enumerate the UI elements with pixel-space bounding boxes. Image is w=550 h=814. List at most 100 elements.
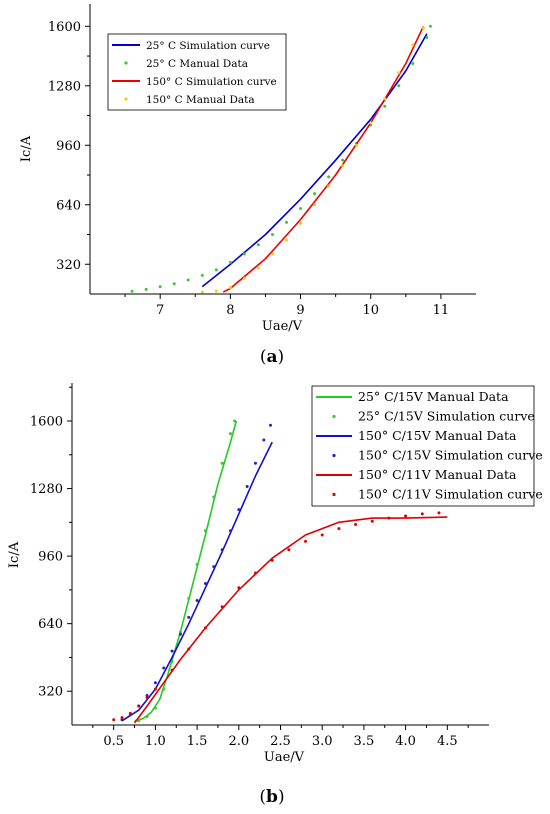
data-point [212, 495, 216, 499]
legend-box [107, 33, 287, 111]
data-point [195, 563, 199, 567]
data-point [253, 461, 257, 465]
data-point [203, 582, 207, 586]
data-point [200, 290, 204, 294]
data-point [270, 558, 274, 562]
legend-label: 25° C/15V Simulation curve [358, 409, 535, 424]
series-line [134, 420, 238, 722]
series-1 [134, 420, 238, 722]
legend-label: 150° C/15V Manual Data [358, 428, 517, 443]
series-line [201, 33, 428, 288]
legend-swatch-dot [332, 453, 336, 458]
legend-swatch-dot [124, 97, 128, 101]
data-point [304, 539, 308, 543]
x-tick-label: 3.0 [312, 734, 333, 749]
data-point [299, 221, 303, 225]
legend-label: 150° C/11V Simulation curve [358, 487, 543, 502]
series-line [121, 441, 273, 722]
data-point [354, 522, 358, 526]
data-point [228, 529, 232, 533]
data-point [270, 252, 274, 256]
y-tick-label: 1280 [48, 79, 81, 94]
series-2 [137, 419, 237, 723]
data-point [153, 706, 157, 710]
data-point [420, 512, 424, 516]
y-tick-label: 640 [56, 198, 81, 213]
data-point [397, 84, 401, 88]
series-4 [120, 423, 272, 722]
data-point [242, 252, 246, 256]
series-3 [121, 441, 273, 722]
data-point [170, 649, 174, 653]
data-point [220, 461, 224, 465]
data-point [186, 278, 190, 282]
data-point [262, 438, 266, 442]
data-point [268, 423, 272, 427]
legend-label: 150° C/11V Manual Data [358, 467, 517, 482]
caption-open-paren: ( [260, 347, 267, 367]
legend: 25° C/15V Manual Data 25° C/15V Simulatio… [311, 385, 543, 507]
legend-swatch-dot [332, 492, 336, 497]
legend-box [311, 385, 535, 507]
data-point [285, 238, 289, 242]
data-point [137, 704, 141, 708]
data-point [256, 266, 260, 270]
data-point [320, 533, 324, 537]
caption-letter: a [266, 347, 277, 367]
data-point [178, 630, 182, 634]
data-point [120, 716, 124, 720]
x-tick-label: 4.5 [437, 734, 458, 749]
y-axis-label: Ic/A [19, 135, 34, 162]
legend-swatch-dot [124, 61, 128, 65]
x-tick-label: 1.0 [145, 734, 166, 749]
data-point [383, 97, 387, 101]
y-tick-label: 1600 [48, 20, 81, 35]
data-point [220, 548, 224, 552]
data-point [327, 184, 331, 188]
series-line [133, 516, 448, 724]
data-point [214, 268, 218, 272]
y-tick-label: 320 [38, 685, 63, 700]
data-point [313, 192, 317, 196]
series-6 [112, 511, 441, 722]
data-point [287, 548, 291, 552]
series-5 [133, 516, 448, 724]
data-point [158, 285, 162, 289]
x-tick-label: 4.0 [395, 734, 416, 749]
data-point [214, 289, 218, 293]
data-point [228, 432, 232, 436]
data-point [369, 121, 373, 125]
legend-label: 25° C/15V Manual Data [358, 389, 509, 404]
data-point [187, 615, 191, 619]
data-point [170, 660, 174, 664]
caption-open-paren: ( [259, 787, 266, 807]
data-point [428, 24, 432, 28]
x-tick-label: 2.5 [270, 734, 291, 749]
legend-label: 150° C Manual Data [146, 94, 255, 106]
data-point [162, 666, 166, 670]
data-point [187, 596, 191, 600]
data-point [220, 605, 224, 609]
data-point [203, 529, 207, 533]
data-point [397, 71, 401, 75]
caption-close-paren: ) [278, 787, 285, 807]
legend-label: 25° C Manual Data [146, 58, 248, 70]
data-point [256, 243, 260, 247]
data-point [228, 285, 232, 289]
data-point [337, 527, 341, 531]
y-tick-label: 320 [56, 258, 81, 273]
x-tick-label: 9 [296, 303, 304, 318]
data-point [203, 626, 207, 630]
data-point [145, 696, 149, 700]
x-tick-label: 3.5 [354, 734, 375, 749]
panel-caption: (a) [260, 347, 284, 367]
caption-close-paren: ) [278, 347, 285, 367]
legend-label: 150° C/15V Simulation curve [358, 448, 543, 463]
data-point [387, 516, 391, 520]
y-tick-label: 1600 [30, 415, 63, 430]
data-point [153, 681, 157, 685]
data-point [411, 61, 415, 65]
data-point [341, 158, 345, 162]
panel-caption: (b) [259, 787, 284, 807]
